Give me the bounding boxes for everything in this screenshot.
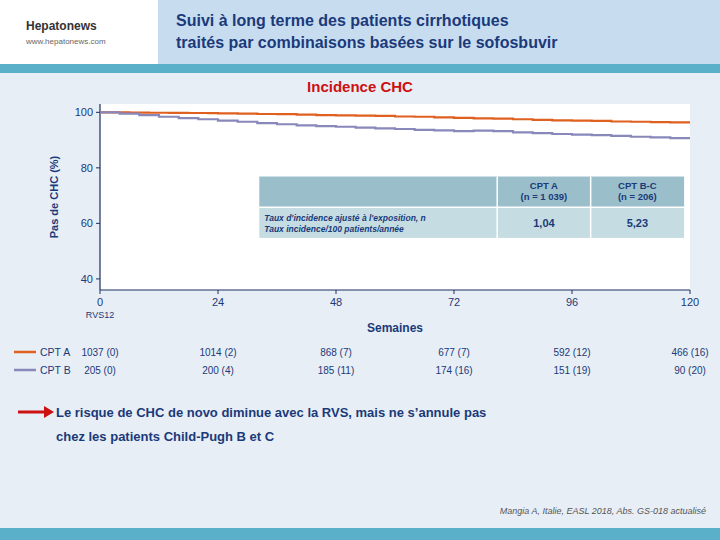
table-row-bg: [259, 207, 684, 238]
title: traités par combinaisons basées sur le s…: [176, 34, 557, 51]
table-header-bg: [259, 177, 684, 208]
table-row-label: Taux d'incidence ajusté à l'exposition, …: [264, 213, 426, 223]
inset-table: CPT A(n = 1 039) CPT B-C(n = 206) Taux d'i…: [259, 177, 684, 238]
x-tick: [690, 290, 691, 294]
x-tick-label: 24: [212, 296, 224, 308]
at-risk-value: 1014 (2): [199, 347, 236, 358]
text-line: (n = 1 039): [521, 191, 568, 202]
table-divider: [259, 206, 684, 208]
logo-url: www.hepatonews.com: [25, 37, 106, 46]
at-risk-value: 90 (20): [674, 365, 706, 376]
at-risk-value: 592 (12): [553, 347, 590, 358]
note: Le risque de CHC de novo diminue avec la…: [56, 405, 486, 420]
table-column-header: CPT B-C(n = 206): [618, 180, 657, 202]
x-tick: [336, 290, 337, 294]
at-risk-value: 151 (19): [553, 365, 590, 376]
citation: Mangia A, Italie, EASL 2018, Abs. GS-018…: [500, 506, 706, 516]
text-line: (n = 206): [618, 191, 657, 202]
y-tick-label: 80: [81, 162, 93, 174]
table-column-header: CPT A(n = 1 039): [521, 180, 568, 202]
background: [0, 0, 720, 540]
x-tick-label: 120: [681, 296, 699, 308]
arrow-shaft: [18, 411, 46, 414]
note: chez les patients Child-Pugh B et C: [56, 429, 275, 444]
y-tick: [96, 167, 100, 168]
x-tick-label: 48: [330, 296, 342, 308]
table-value: 5,23: [627, 217, 648, 229]
text-line: CPT A: [530, 180, 558, 191]
legend-swatch: [14, 351, 36, 354]
legend-label: CPT B: [40, 364, 71, 376]
at-risk-value: 174 (16): [435, 365, 472, 376]
axes: 40 60 80 100 0 24 48 72 96 120 RVS12 Semaines Pas de…: [48, 104, 699, 335]
x-tick-label: 0: [97, 296, 103, 308]
y-tick: [96, 278, 100, 279]
at-risk-value: 868 (7): [320, 347, 352, 358]
table-value: 1,04: [533, 217, 555, 229]
x-tick-label: 72: [448, 296, 460, 308]
annotation: RVS12: [86, 310, 114, 320]
subtitle: Incidence CHC: [307, 78, 413, 95]
at-risk-table: CPT A 1037 (0) 1014 (2) 868 (7) 677 (7) 592 (…: [14, 346, 709, 376]
at-risk-value: 466 (16): [671, 347, 708, 358]
y-tick-label: 40: [81, 273, 93, 285]
header-stripe: [0, 64, 720, 73]
x-tick: [100, 290, 101, 294]
logo-text: Hepatonews: [26, 19, 97, 33]
y-tick-label: 100: [75, 106, 93, 118]
chart: Hepatonews www.hepatonews.com Suivi à long…: [0, 0, 720, 540]
at-risk-value: 200 (4): [202, 365, 234, 376]
plot-area: [100, 104, 690, 290]
text-line: CPT B-C: [618, 180, 657, 191]
x-axis-line: [100, 289, 690, 290]
at-risk-value: 205 (0): [84, 365, 116, 376]
y-tick-label: 60: [81, 217, 93, 229]
logo-box: [0, 0, 158, 64]
x-axis-label: Semaines: [367, 321, 423, 335]
y-tick: [96, 112, 100, 113]
x-tick: [218, 290, 219, 294]
at-risk-value: 185 (11): [318, 365, 355, 376]
bottom-notes: Le risque de CHC de novo diminue avec la…: [18, 405, 486, 444]
table-row-label: Taux incidence/100 patients/année: [264, 224, 404, 234]
y-tick: [96, 223, 100, 224]
x-tick: [572, 290, 573, 294]
footer-stripe: [0, 528, 720, 540]
y-axis-line: [99, 104, 100, 290]
y-axis-label: Pas de CHC (%): [48, 155, 60, 238]
curves: [100, 112, 690, 139]
title: Suivi à long terme des patients cirrhoti…: [176, 12, 509, 29]
km-curve: [100, 112, 690, 139]
legend-label: CPT A: [40, 346, 70, 358]
x-tick: [454, 290, 455, 294]
legend-swatch: [14, 369, 36, 372]
x-tick-label: 96: [566, 296, 578, 308]
header-bar: [0, 0, 720, 73]
at-risk-value: 677 (7): [438, 347, 470, 358]
arrow-head: [44, 406, 54, 418]
at-risk-value: 1037 (0): [81, 347, 118, 358]
